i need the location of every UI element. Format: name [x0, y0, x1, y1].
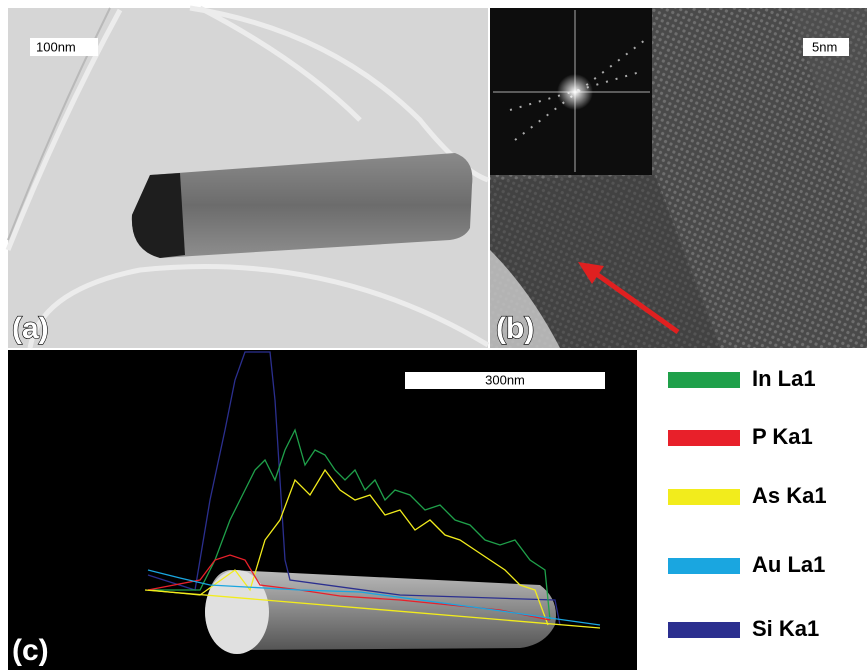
legend-swatch — [668, 430, 740, 446]
legend-swatch — [668, 489, 740, 505]
panel-b: 5nm (b) — [490, 8, 867, 348]
scale-bar-label: 100nm — [36, 39, 76, 54]
legend-label: P Ka1 — [752, 424, 813, 449]
panel-label: (a) — [12, 312, 49, 345]
legend-label: In La1 — [752, 366, 816, 391]
legend-label: As Ka1 — [752, 483, 827, 508]
legend-label: Au La1 — [752, 552, 825, 577]
panel-c: 300nm (c) — [8, 350, 637, 670]
legend-label: Si Ka1 — [752, 616, 819, 641]
scale-bar-label: 300nm — [485, 372, 525, 387]
legend-swatch — [668, 622, 740, 638]
panel-label: (c) — [12, 634, 49, 667]
panel-label: (b) — [496, 312, 534, 345]
legend-swatch — [668, 372, 740, 388]
figure: 100nm (a) 5nm (b) 300nm (c) In La1 P Ka1 A… — [0, 0, 867, 670]
scale-bar-label: 5nm — [812, 39, 837, 54]
legend: In La1 P Ka1 As Ka1 Au La1 Si Ka1 — [668, 366, 827, 641]
legend-swatch — [668, 558, 740, 574]
panel-a: 100nm (a) — [8, 8, 488, 348]
